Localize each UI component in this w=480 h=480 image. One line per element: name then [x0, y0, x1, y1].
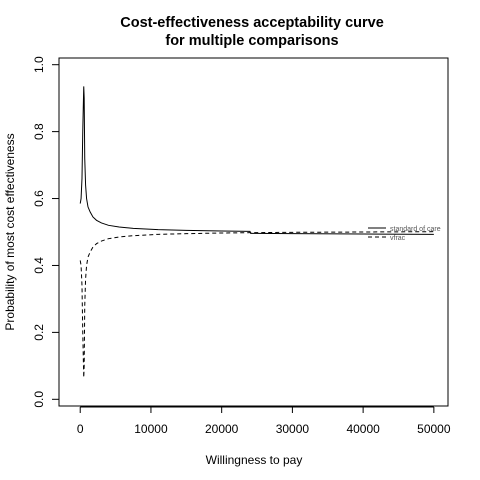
y-tick-label: 0.6	[32, 190, 46, 207]
legend-label: standard of care	[390, 226, 441, 233]
x-tick-label: 30000	[276, 422, 310, 436]
x-tick-label: 50000	[417, 422, 451, 436]
y-tick-label: 1.0	[32, 56, 46, 73]
legend-label: vfrac	[390, 235, 406, 242]
y-axis-label: Probability of most cost effectiveness	[3, 133, 17, 330]
x-axis-label: Willingness to pay	[206, 453, 303, 467]
chart-title-line-2: for multiple comparisons	[165, 33, 338, 49]
y-axis: 0.0 0.2 0.4 0.6 0.8 1.0	[32, 56, 60, 408]
x-tick-label: 20000	[205, 422, 239, 436]
x-tick-label: 10000	[134, 422, 168, 436]
series-line-vfrac	[79, 231, 434, 378]
legend: standard of care vfrac	[368, 226, 441, 242]
series-line-standard-of-care	[79, 86, 434, 235]
x-tick-label: 0	[77, 422, 84, 436]
y-tick-label: 0.0	[32, 391, 46, 408]
x-tick-label: 40000	[346, 422, 380, 436]
y-tick-label: 0.2	[32, 324, 46, 341]
y-tick-label: 0.8	[32, 123, 46, 140]
series-layer	[79, 86, 434, 378]
y-tick-label: 0.4	[32, 257, 46, 274]
x-axis: 0 10000 20000 30000 40000 50000	[77, 406, 451, 436]
chart-title-line-1: Cost-effectiveness acceptability curve	[120, 15, 384, 31]
